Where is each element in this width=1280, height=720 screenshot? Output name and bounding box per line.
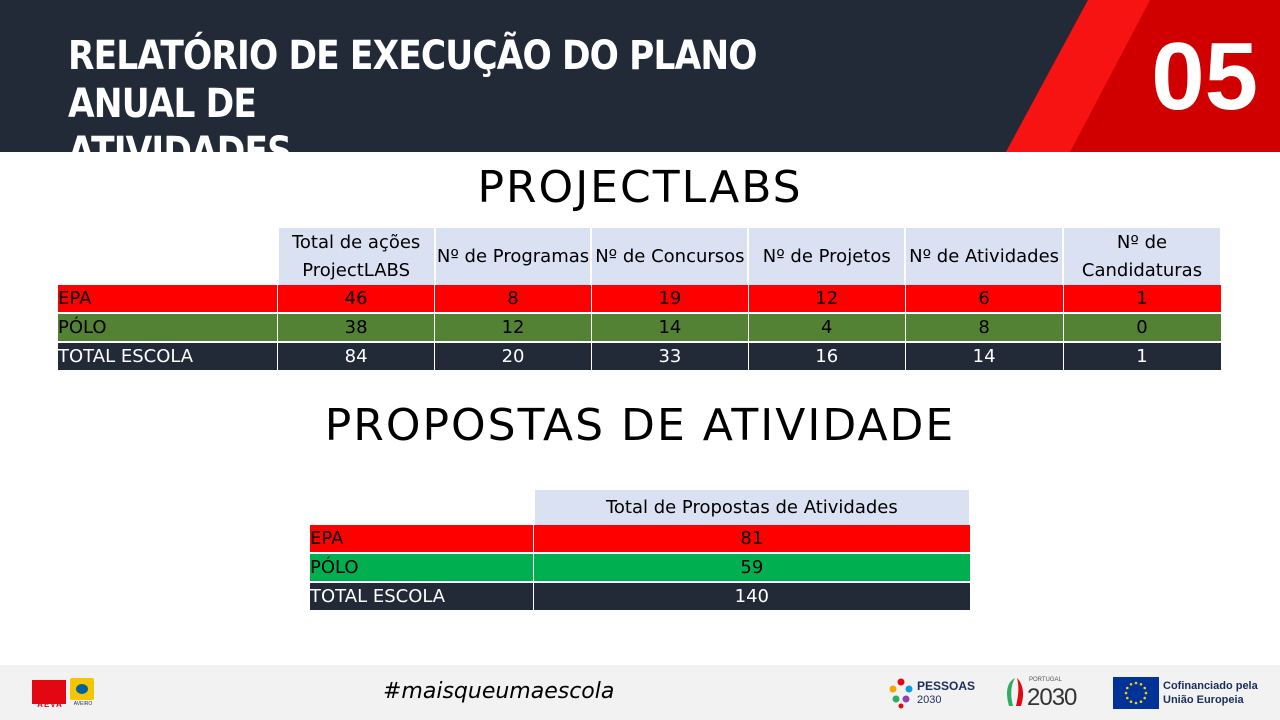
table-cell: 14 xyxy=(591,313,749,343)
table-cell: 19 xyxy=(591,285,749,314)
table-cell: 81 xyxy=(533,525,971,554)
table-cell: 38 xyxy=(277,313,436,343)
table-cell: 12 xyxy=(434,313,592,343)
pessoas-logo-year: 2030 xyxy=(917,694,942,706)
footer-bar xyxy=(0,665,1280,720)
table-header-row: Total de Propostas de Atividades xyxy=(310,490,972,525)
table-cell: 46 xyxy=(277,285,436,314)
row-label-epa: EPA xyxy=(58,285,279,314)
table-cell: 16 xyxy=(748,342,906,372)
page-title-line1: RELATÓRIO DE EXECUÇÃO DO PLANO ANUAL DE xyxy=(68,33,758,127)
section-number: 05 xyxy=(1151,23,1258,130)
col-header-programas: Nº de Programas xyxy=(434,228,593,285)
eu-logo-line2: União Europeia xyxy=(1163,694,1244,706)
col-header-atividades: Nº de Atividades xyxy=(905,228,1065,285)
header-red-band xyxy=(1006,0,1280,152)
col-header-projetos: Nº de Projetos xyxy=(748,228,907,285)
aeva-logo-subtext: AVEIRO xyxy=(73,701,93,707)
table-header-empty xyxy=(58,228,279,285)
table-header-row: Total de ações ProjectLABS Nº de Program… xyxy=(58,228,1222,285)
table-cell: 4 xyxy=(748,313,906,343)
row-label-total: TOTAL ESCOLA xyxy=(58,342,279,372)
row-label-epa: EPA xyxy=(310,525,535,554)
table-row: TOTAL ESCOLA 140 xyxy=(310,582,971,612)
table-row: EPA 81 xyxy=(310,525,971,554)
portugal-flag-icon xyxy=(1007,678,1024,706)
portugal-logo-small: PORTUGAL xyxy=(1029,677,1062,683)
row-label-polo: PÓLO xyxy=(310,553,535,583)
col-header-total-propostas: Total de Propostas de Atividades xyxy=(533,490,972,525)
col-header-concursos: Nº de Concursos xyxy=(591,228,750,285)
hashtag-text: #maisqueumaescola xyxy=(383,679,615,704)
col-header-candidaturas: Nº de Candidaturas xyxy=(1063,228,1222,285)
table-cell: 8 xyxy=(905,313,1064,343)
table-cell: 12 xyxy=(748,285,906,314)
row-label-polo: PÓLO xyxy=(58,313,279,343)
table-cell: 14 xyxy=(905,342,1064,372)
propostas-title: PROPOSTAS DE ATIVIDADE xyxy=(324,400,956,451)
table-cell: 33 xyxy=(591,342,749,372)
projectlabs-table: Total de ações ProjectLABS Nº de Program… xyxy=(58,228,1222,372)
projectlabs-title: PROJECTLABS xyxy=(477,162,803,213)
pessoas-logo-text: PESSOAS xyxy=(917,679,976,693)
table-row: PÓLO 38 12 14 4 8 0 xyxy=(58,313,1222,343)
table-cell: 20 xyxy=(434,342,592,372)
pessoas-2030-logo: PESSOAS 2030 xyxy=(887,675,987,711)
table-cell: 59 xyxy=(533,553,971,583)
aeva-logo-text: AEVA xyxy=(37,700,63,709)
header-banner: RELATÓRIO DE EXECUÇÃO DO PLANO ANUAL DE … xyxy=(0,0,1280,152)
table-cell: 1 xyxy=(1063,285,1222,314)
table-cell: 140 xyxy=(533,582,971,612)
page-title: RELATÓRIO DE EXECUÇÃO DO PLANO ANUAL DE … xyxy=(68,32,842,152)
row-label-total: TOTAL ESCOLA xyxy=(310,582,535,612)
pessoas-icon xyxy=(889,678,913,709)
table-header-empty xyxy=(310,490,535,525)
propostas-table: Total de Propostas de Atividades EPA 81 … xyxy=(310,490,972,612)
aeva-logo: AEVA AVEIRO xyxy=(32,676,98,710)
table-cell: 0 xyxy=(1063,313,1222,343)
page-title-line2: ATIVIDADES xyxy=(68,129,292,152)
table-row: EPA 46 8 19 12 6 1 xyxy=(58,285,1222,314)
table-cell: 6 xyxy=(905,285,1064,314)
table-row: PÓLO 59 xyxy=(310,553,971,583)
eu-flag-icon xyxy=(1113,677,1159,709)
table-cell: 1 xyxy=(1063,342,1222,372)
table-row: TOTAL ESCOLA 84 20 33 16 14 1 xyxy=(58,342,1222,372)
portugal-2030-logo: PORTUGAL 2030 xyxy=(1003,674,1087,712)
eu-cofinanced-logo: Cofinanciado pela União Europeia xyxy=(1113,677,1263,709)
table-cell: 8 xyxy=(434,285,592,314)
col-header-total-acoes: Total de ações ProjectLABS xyxy=(277,228,436,285)
table-cell: 84 xyxy=(277,342,436,372)
eu-logo-line1: Cofinanciado pela xyxy=(1163,680,1258,692)
portugal-logo-year: 2030 xyxy=(1027,684,1077,711)
